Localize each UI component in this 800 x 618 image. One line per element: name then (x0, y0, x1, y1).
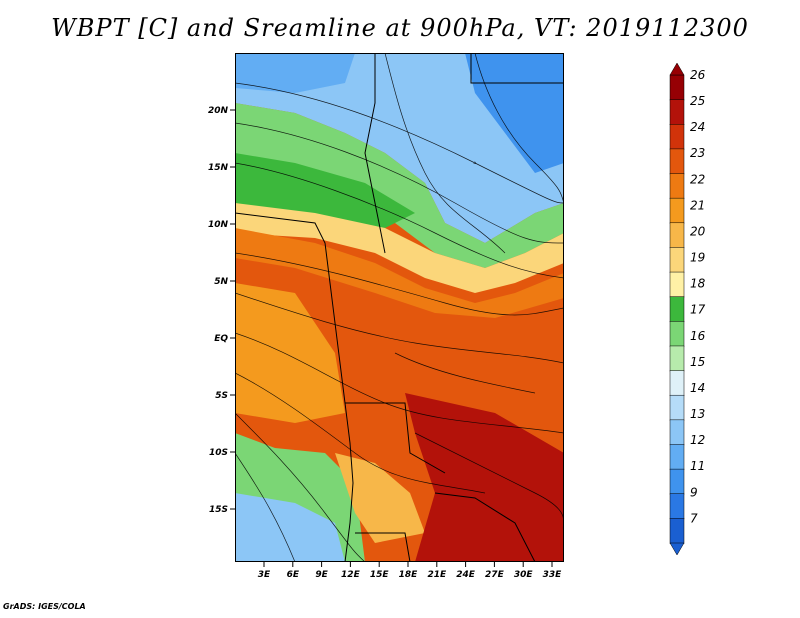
lat-label: 10S (209, 448, 228, 458)
colorbar-swatch (669, 271, 685, 298)
field-southeast-dark-red (405, 393, 564, 562)
lon-axis: 3E 6E 9E 12E 15E 18E 21E 24E 27E 30E 33E (258, 562, 562, 580)
colorbar-swatch (669, 321, 685, 347)
colorbar-swatch (669, 419, 685, 446)
streamline (235, 82, 564, 204)
colorbar-label: 13 (690, 407, 705, 421)
map-border (235, 53, 564, 562)
field-orange-band (235, 228, 564, 318)
colorbar-label: 12 (690, 433, 705, 447)
colorbar-swatch (669, 518, 685, 544)
colorbar-swatch (669, 148, 685, 175)
lon-label: 9E (315, 570, 328, 580)
colorbar-label: 9 (690, 485, 698, 499)
border (355, 532, 411, 562)
colorbar-label: 22 (690, 172, 705, 186)
lat-label: EQ (214, 334, 228, 344)
lon-label: 3E (258, 570, 271, 580)
colorbar-label: 18 (690, 277, 706, 291)
lat-label: 5S (215, 391, 228, 401)
chart-title: WBPT [C] and Sreamline at 900hPa, VT: 20… (51, 14, 749, 42)
lat-label: 5N (214, 277, 228, 287)
streamline (235, 372, 486, 494)
streamline (394, 352, 536, 394)
lon-label: 12E (341, 570, 361, 580)
field-yellow-band (235, 203, 564, 293)
lon-label: 30E (514, 570, 534, 580)
colorbar-swatch (669, 370, 685, 396)
colorbar-swatch (669, 345, 685, 372)
colorbar-swatch (669, 493, 685, 520)
streamline (235, 122, 564, 244)
streamline (235, 452, 296, 562)
border (364, 53, 386, 254)
colorbar-swatch (669, 394, 685, 421)
lat-label: 15N (208, 163, 229, 173)
colorbar-swatch (669, 444, 685, 470)
lon-label: 33E (543, 570, 563, 580)
colorbar-swatch (669, 99, 685, 126)
streamline (235, 162, 564, 279)
borders (235, 53, 564, 562)
colorbar-label: 20 (690, 224, 706, 238)
colorbar-label: 15 (690, 355, 705, 369)
lon-label: 6E (287, 570, 300, 580)
lat-label: 15S (209, 505, 228, 515)
colorbar-swatch (669, 222, 685, 249)
lon-label: 24E (456, 570, 476, 580)
colorbar-swatch (669, 74, 685, 101)
streamline (235, 412, 366, 562)
colorbar-label: 14 (690, 381, 705, 395)
colorbar-swatch (669, 197, 685, 224)
streamline (235, 292, 564, 364)
streamline (384, 53, 506, 254)
lon-label: 18E (399, 570, 419, 580)
lat-label: 10N (208, 220, 229, 230)
colorbar-label: 19 (690, 251, 705, 265)
colorbar-label: 16 (690, 329, 706, 343)
colorbar-swatch (669, 296, 685, 323)
credit-text: GrADS: IGES/COLA (3, 602, 86, 611)
colorbar-label: 25 (690, 94, 705, 108)
field-southwest-blue (235, 493, 345, 562)
border (345, 402, 446, 474)
colorbar-label: 21 (690, 198, 705, 212)
colorbar-swatch (669, 173, 685, 199)
colorbar-label: 17 (690, 303, 706, 317)
lat-label: 20N (208, 106, 229, 116)
lat-axis: 20N 15N 10N 5N EQ 5S 10S 15S (208, 106, 235, 515)
colorbar-label: 24 (690, 120, 705, 134)
border (470, 53, 564, 84)
colorbar-label: 7 (690, 511, 698, 525)
border (434, 492, 536, 562)
coastline (235, 212, 354, 562)
colorbar-bottom-arrow (669, 542, 685, 556)
field-southwest-yellow (335, 453, 425, 543)
colorbar-label: 11 (690, 459, 705, 473)
field-north-green (235, 103, 564, 268)
colorbar-top-arrow (669, 62, 685, 76)
colorbar-swatch (669, 124, 685, 150)
colorbar-swatch (669, 468, 685, 495)
colorbar-swatch (669, 247, 685, 273)
lon-label: 15E (370, 570, 390, 580)
lon-label: 21E (427, 570, 447, 580)
colorbar-label: 23 (690, 146, 705, 160)
colorbar-label: 26 (690, 68, 706, 82)
field-northwest-dark-blue (235, 53, 355, 93)
lon-label: 27E (485, 570, 505, 580)
streamline (235, 252, 564, 316)
map-panel (235, 53, 564, 562)
